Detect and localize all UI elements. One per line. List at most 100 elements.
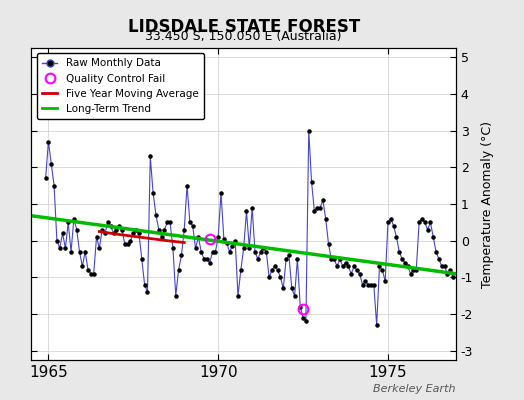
Point [129, 230, 137, 236]
Point [262, 248, 270, 255]
Point [333, 263, 341, 270]
Point [106, 223, 115, 229]
Point [392, 234, 401, 240]
Point [395, 248, 403, 255]
Point [389, 223, 398, 229]
Point [293, 256, 302, 262]
Point [81, 248, 90, 255]
Point [104, 219, 112, 226]
Point [268, 267, 276, 273]
Point [401, 260, 409, 266]
Point [41, 175, 50, 182]
Point [426, 219, 434, 226]
Point [205, 260, 214, 266]
Point [152, 212, 160, 218]
Point [126, 238, 135, 244]
Point [285, 252, 293, 258]
Point [409, 267, 418, 273]
Point [86, 270, 95, 277]
Point [95, 245, 104, 251]
Point [211, 248, 220, 255]
Point [44, 138, 52, 145]
Point [270, 263, 279, 270]
Point [169, 245, 177, 251]
Point [200, 256, 208, 262]
Point [191, 245, 200, 251]
Point [361, 278, 369, 284]
Point [98, 226, 106, 233]
Point [378, 267, 387, 273]
Point [282, 256, 290, 262]
Point [138, 256, 146, 262]
Point [367, 282, 375, 288]
Point [61, 245, 70, 251]
Text: 33.450 S, 150.050 E (Australia): 33.450 S, 150.050 E (Australia) [146, 30, 342, 43]
Point [347, 270, 355, 277]
Point [157, 234, 166, 240]
Text: Berkeley Earth: Berkeley Earth [374, 384, 456, 394]
Point [324, 241, 333, 248]
Point [375, 263, 384, 270]
Point [449, 274, 457, 281]
Point [72, 226, 81, 233]
Point [322, 216, 330, 222]
Point [290, 292, 299, 299]
Point [146, 153, 155, 160]
Point [259, 245, 268, 251]
Point [177, 252, 185, 258]
Point [435, 256, 443, 262]
Point [242, 208, 250, 214]
Point [265, 274, 274, 281]
Point [225, 248, 234, 255]
Point [228, 243, 236, 250]
Point [140, 282, 149, 288]
Point [185, 219, 194, 226]
Point [75, 248, 84, 255]
Point [279, 285, 288, 292]
Point [369, 282, 378, 288]
Point [344, 263, 353, 270]
Point [308, 179, 316, 185]
Point [296, 304, 304, 310]
Point [304, 127, 313, 134]
Point [64, 219, 72, 226]
Text: LIDSDALE STATE FOREST: LIDSDALE STATE FOREST [127, 18, 360, 36]
Point [171, 292, 180, 299]
Point [254, 256, 262, 262]
Point [398, 256, 406, 262]
Point [92, 234, 101, 240]
Point [70, 216, 78, 222]
Point [310, 208, 319, 214]
Point [423, 226, 432, 233]
Point [256, 248, 265, 255]
Legend: Raw Monthly Data, Quality Control Fail, Five Year Moving Average, Long-Term Tren: Raw Monthly Data, Quality Control Fail, … [37, 53, 204, 119]
Point [319, 197, 327, 204]
Point [112, 226, 121, 233]
Point [174, 267, 183, 273]
Point [251, 248, 259, 255]
Point [110, 230, 118, 236]
Point [56, 245, 64, 251]
Point [194, 234, 203, 240]
Point [432, 248, 440, 255]
Point [336, 256, 344, 262]
Point [115, 223, 123, 229]
Point [440, 263, 449, 270]
Point [166, 219, 174, 226]
Point [302, 318, 310, 325]
Point [189, 223, 197, 229]
Point [429, 234, 438, 240]
Point [67, 248, 75, 255]
Point [245, 245, 254, 251]
Point [415, 219, 423, 226]
Point [330, 256, 339, 262]
Point [443, 270, 452, 277]
Point [203, 256, 211, 262]
Point [384, 219, 392, 226]
Point [276, 274, 285, 281]
Point [231, 238, 239, 244]
Point [288, 285, 296, 292]
Point [209, 248, 217, 255]
Point [214, 234, 222, 240]
Point [341, 260, 350, 266]
